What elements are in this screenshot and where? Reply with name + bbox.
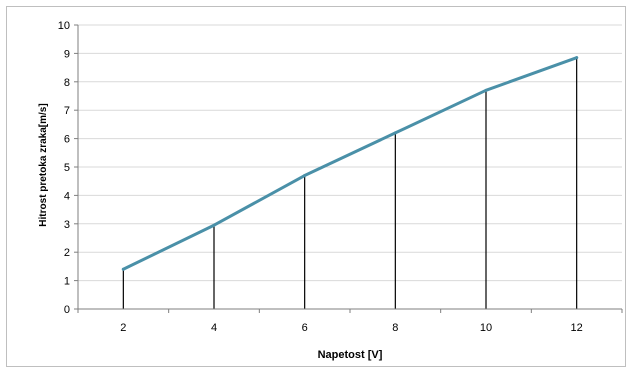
gridlines	[78, 24, 622, 282]
x-tick-label: 8	[392, 322, 398, 334]
y-tick-label: 0	[64, 304, 70, 316]
x-tick-label: 12	[571, 322, 583, 334]
y-tick-label: 5	[64, 162, 70, 174]
x-tick-label: 4	[211, 322, 217, 334]
x-tick-label: 6	[302, 322, 308, 334]
x-tick-label: 2	[120, 322, 126, 334]
data-point	[303, 174, 307, 178]
y-tick-label: 2	[64, 247, 70, 259]
y-tick-label: 6	[64, 134, 70, 146]
x-tick-label: 10	[480, 322, 492, 334]
y-tick-label: 10	[58, 20, 70, 32]
y-tick-label: 9	[64, 48, 70, 60]
data-point	[575, 56, 579, 60]
y-axis-title: Hitrost pretoka zraka[m/s]	[38, 103, 49, 226]
y-tick-label: 3	[64, 219, 70, 231]
y-tick-label: 8	[64, 77, 70, 89]
data-point	[121, 267, 125, 271]
data-point	[484, 88, 488, 92]
series	[121, 56, 579, 271]
x-tick-labels: 2 4 6 8 10 12	[120, 322, 583, 334]
series-line	[121, 56, 579, 271]
y-tick-labels: 0 1 2 3 4 5 6 7 8 9 10	[58, 20, 70, 316]
data-point	[393, 131, 397, 135]
y-tick-label: 1	[64, 276, 70, 288]
chart-frame	[6, 6, 626, 367]
y-tick-label: 4	[64, 190, 70, 202]
drop-lines	[122, 57, 578, 309]
x-axis-title: Napetost [V]	[318, 349, 383, 361]
y-tick-label: 7	[64, 105, 70, 117]
data-point	[212, 223, 216, 227]
axes	[74, 24, 623, 313]
